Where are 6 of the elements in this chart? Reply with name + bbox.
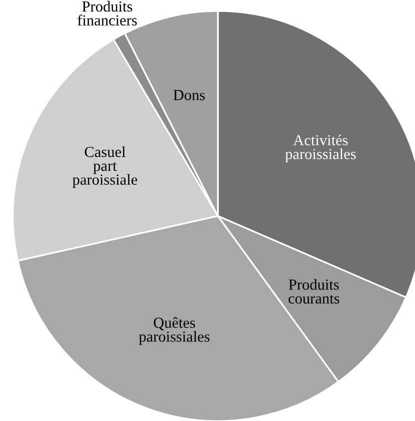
slice-label: Dons [173,90,205,100]
slice-label: Casuel part paroissiale [72,146,138,188]
slice-label: Quêtes paroissiales [139,317,210,345]
slice-label: Produits courants [288,279,340,304]
slice-label: Produits financiers [78,0,137,26]
slice-label: Activités paroissiales [285,134,356,162]
